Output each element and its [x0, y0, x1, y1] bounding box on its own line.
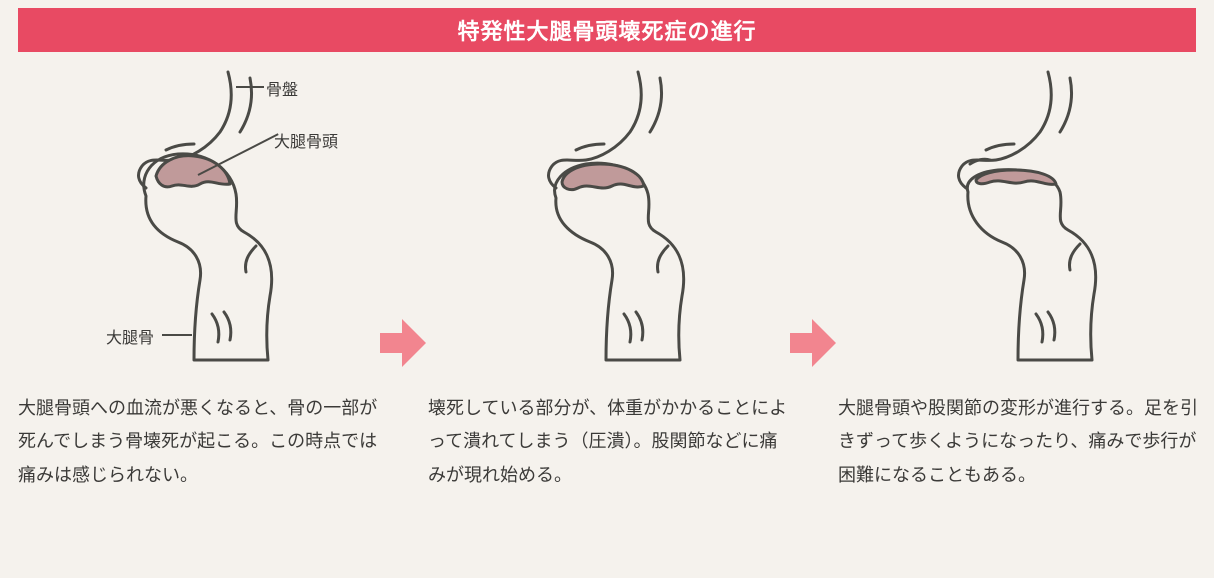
- label-femur: 大腿骨: [106, 324, 154, 348]
- stage-3-caption: 大腿骨頭や股関節の変形が進行する。足を引きずって歩くようになったり、痛みで歩行が…: [838, 392, 1198, 492]
- stage-1-illustration: 骨盤 大腿骨頭 大腿骨: [18, 64, 378, 374]
- hip-diagram-3: [838, 64, 1198, 374]
- leader-femur: [162, 334, 192, 336]
- stage-1-caption: 大腿骨頭への血流が悪くなると、骨の一部が死んでしまう骨壊死が起こる。この時点では…: [18, 392, 378, 492]
- stage-3-illustration: [838, 64, 1198, 374]
- stage-3: 大腿骨頭や股関節の変形が進行する。足を引きずって歩くようになったり、痛みで歩行が…: [838, 64, 1198, 492]
- arrow-right-icon: [788, 317, 838, 369]
- stage-2: 壊死している部分が、体重がかかることによって潰れてしまう（圧潰）。股関節などに痛…: [428, 64, 788, 492]
- label-femoral-head: 大腿骨頭: [274, 128, 338, 152]
- page-title: 特発性大腿骨頭壊死症の進行: [457, 14, 756, 46]
- stage-1: 骨盤 大腿骨頭 大腿骨 大腿骨頭への血流が悪くなると、骨の一部が死んでしまう骨壊…: [18, 64, 378, 492]
- hip-diagram-1: [18, 64, 378, 374]
- stage-2-illustration: [428, 64, 788, 374]
- arrow-1: [378, 64, 428, 492]
- label-pelvis: 骨盤: [266, 76, 298, 100]
- stage-2-caption: 壊死している部分が、体重がかかることによって潰れてしまう（圧潰）。股関節などに痛…: [428, 392, 788, 492]
- arrow-right-icon: [378, 317, 428, 369]
- stages-row: 骨盤 大腿骨頭 大腿骨 大腿骨頭への血流が悪くなると、骨の一部が死んでしまう骨壊…: [18, 64, 1196, 492]
- title-bar: 特発性大腿骨頭壊死症の進行: [18, 8, 1196, 52]
- hip-diagram-2: [428, 64, 788, 374]
- arrow-2: [788, 64, 838, 492]
- leader-pelvis: [236, 86, 264, 88]
